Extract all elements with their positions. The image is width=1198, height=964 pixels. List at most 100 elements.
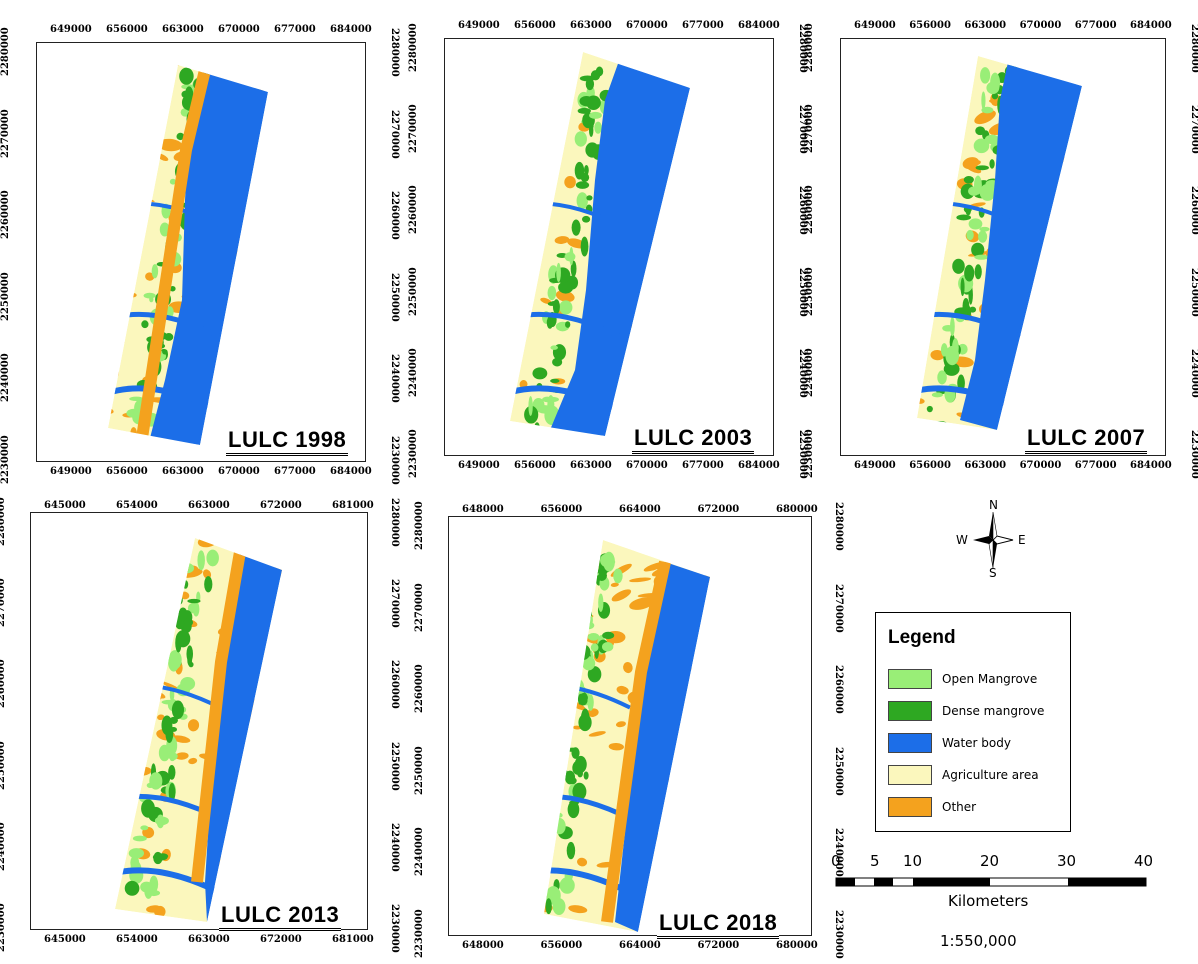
y-tick-label: 2240000 (0, 822, 7, 871)
mangrove-patch (582, 656, 596, 671)
legend-swatch (888, 765, 932, 785)
other-patch (115, 717, 126, 729)
other-patch (149, 585, 173, 597)
mangrove-patch (579, 96, 594, 107)
other-patch (168, 482, 184, 497)
other-patch (514, 846, 528, 856)
other-patch (143, 100, 153, 105)
other-patch (157, 138, 183, 152)
legend-label: Open Mangrove (942, 672, 1038, 686)
other-patch (588, 731, 606, 737)
x-tick-label: 664000 (619, 504, 661, 515)
y-tick-label: 2260000 (389, 660, 400, 710)
y-tick-label: 2230000 (389, 904, 400, 953)
x-tick-label: 672000 (697, 940, 740, 951)
other-patch (274, 779, 281, 787)
other-patch (814, 360, 830, 374)
legend-item-agriculture-area: Agriculture area (888, 765, 1068, 787)
other-patch (188, 757, 198, 765)
mangrove-patch (550, 378, 560, 383)
scale-tick-label: 5 (870, 852, 880, 870)
other-patch (439, 900, 463, 915)
other-patch (187, 36, 203, 46)
other-patch (419, 362, 445, 378)
other-patch (116, 442, 129, 445)
other-patch (792, 683, 809, 697)
scale-tick-label: 10 (903, 852, 923, 870)
other-patch (544, 738, 555, 750)
other-patch (273, 669, 282, 680)
other-patch (725, 232, 740, 242)
mangrove-patch (960, 277, 965, 297)
other-patch (663, 840, 679, 854)
lulc-map-raster (419, 540, 809, 932)
other-patch (450, 826, 461, 836)
x-tick-label: 654000 (116, 500, 158, 511)
mangrove-patch (169, 178, 177, 185)
x-tick-label: 663000 (570, 460, 612, 471)
other-patch (974, 110, 996, 125)
x-tick-label: 684000 (330, 24, 372, 35)
mangrove-patch (926, 405, 933, 413)
y-tick-label: 2230000 (0, 903, 7, 952)
other-patch (616, 685, 629, 695)
other-patch (920, 203, 933, 209)
other-patch (258, 200, 268, 215)
y-tick-label: 2240000 (389, 822, 400, 872)
x-tick-label: 670000 (1019, 460, 1062, 471)
y-tick-label: 2250000 (804, 266, 815, 316)
y-tick-label: 2260000 (389, 191, 400, 240)
other-patch (1073, 242, 1082, 250)
other-patch (872, 402, 896, 418)
other-patch (930, 350, 945, 361)
other-patch (108, 152, 126, 159)
x-tick-label: 649000 (854, 20, 896, 31)
x-tick-label: 654000 (116, 934, 158, 945)
mangrove-patch (573, 665, 581, 670)
other-patch (553, 540, 572, 547)
legend-item-other: Other (888, 797, 1068, 819)
y-tick-label: 2250000 (389, 272, 400, 322)
mangrove-patch (975, 126, 986, 136)
x-tick-label: 670000 (218, 466, 260, 477)
other-patch (134, 135, 161, 145)
mangrove-patch (952, 338, 959, 358)
mangrove-patch (552, 357, 563, 367)
water-body-region (150, 70, 268, 445)
other-patch (81, 651, 91, 659)
other-patch (67, 346, 82, 354)
mangrove-patch (124, 880, 140, 896)
other-patch (116, 167, 134, 181)
other-patch (206, 50, 219, 63)
y-tick-label: 2260000 (1189, 186, 1198, 236)
scale-tick-label: 20 (980, 852, 1000, 870)
x-tick-label: 648000 (462, 504, 504, 515)
x-tick-label: 672000 (697, 504, 740, 515)
mangrove-patch (981, 91, 986, 110)
mangrove-patch (206, 549, 219, 567)
other-patch (65, 782, 88, 796)
legend-item-water-body: Water body (888, 733, 1068, 755)
mangrove-patch (978, 230, 988, 243)
other-patch (171, 576, 178, 588)
other-patch (917, 169, 918, 175)
x-tick-label: 670000 (1019, 20, 1062, 31)
x-tick-label: 663000 (964, 20, 1007, 31)
other-patch (419, 888, 437, 904)
x-tick-label: 656000 (106, 24, 148, 35)
other-patch (623, 540, 640, 546)
mangrove-patch (584, 164, 589, 176)
other-patch (552, 545, 575, 557)
mangrove-patch (968, 218, 983, 230)
mangrove-patch (613, 568, 623, 584)
legend-swatch (888, 797, 932, 817)
other-patch (510, 192, 514, 204)
other-patch (442, 809, 454, 818)
other-patch (372, 195, 383, 205)
other-patch (704, 667, 710, 682)
other-patch (157, 714, 165, 721)
mangrove-patch (574, 161, 585, 180)
other-patch (247, 821, 270, 834)
other-patch (120, 671, 143, 684)
other-patch (744, 744, 768, 765)
